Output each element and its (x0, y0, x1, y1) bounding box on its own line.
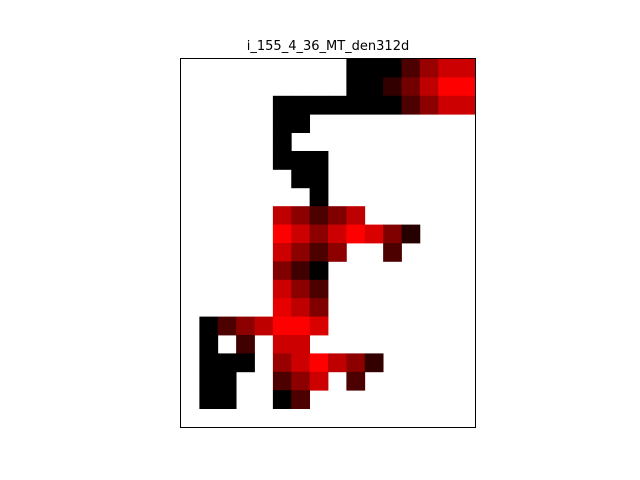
heatmap-cell (309, 353, 329, 373)
heatmap-cell (291, 206, 311, 225)
heatmap-cell (291, 298, 311, 317)
heatmap-cell (456, 59, 476, 78)
heatmap-cell (309, 151, 329, 170)
heatmap-cell (291, 316, 311, 336)
heatmap-cell (199, 390, 219, 409)
heatmap-cell (346, 59, 366, 78)
heatmap-cell (291, 114, 311, 133)
heatmap-cell (346, 95, 366, 115)
heatmap-cell (309, 187, 329, 207)
heatmap-cell (272, 151, 292, 170)
heatmap-cell (199, 371, 219, 391)
heatmap-cell (309, 279, 329, 299)
heatmap-cell (346, 353, 366, 373)
heatmap-cell (272, 390, 292, 409)
heatmap-cell (309, 224, 329, 244)
heatmap-cell (364, 77, 384, 97)
heatmap-cell (272, 335, 292, 354)
heatmap-cell (383, 59, 402, 78)
heatmap-cell (272, 206, 292, 225)
heatmap-cell (291, 371, 311, 391)
heatmap-cell (309, 316, 329, 336)
heatmap-cell (419, 77, 439, 97)
heatmap-cell (291, 95, 311, 115)
heatmap-cell (328, 353, 347, 373)
heatmap-cell (383, 224, 402, 244)
plot-frame (180, 58, 476, 428)
heatmap-cell (272, 261, 292, 281)
heatmap-cell (328, 224, 347, 244)
heatmap-cell (272, 243, 292, 262)
heatmap-cell (401, 59, 421, 78)
heatmap-cell (254, 316, 274, 336)
heatmap-cell (236, 353, 255, 373)
heatmap-cell (236, 335, 255, 354)
heatmap-cell (199, 316, 219, 336)
heatmap-cell (328, 243, 347, 262)
heatmap-cell (328, 206, 347, 225)
heatmap-cell (383, 243, 402, 262)
heatmap-cell (272, 353, 292, 373)
heatmap-cell (346, 77, 366, 97)
heatmap-cell (401, 95, 421, 115)
heatmap-cell (272, 224, 292, 244)
heatmap-cell (419, 59, 439, 78)
chart-title: i_155_4_36_MT_den312d (247, 39, 409, 54)
heatmap-cell (272, 95, 292, 115)
heatmap-cell (309, 298, 329, 317)
heatmap-cell (272, 316, 292, 336)
heatmap-cell (401, 224, 421, 244)
heatmap-cell (364, 353, 384, 373)
heatmap-cell (456, 77, 476, 97)
heatmap-cell (309, 206, 329, 225)
heatmap-cell (217, 353, 237, 373)
heatmap-cell (217, 371, 237, 391)
heatmap-cell (456, 95, 476, 115)
heatmap-cell (291, 279, 311, 299)
heatmap-cell (291, 243, 311, 262)
heatmap-cell (291, 169, 311, 189)
heatmap-cell (309, 243, 329, 262)
heatmap-cell (419, 95, 439, 115)
heatmap-cell (217, 390, 237, 409)
heatmap-cell (236, 316, 255, 336)
heatmap-cell (328, 95, 347, 115)
heatmap-cell (199, 335, 219, 354)
heatmap-cell (364, 59, 384, 78)
heatmap-cell (309, 261, 329, 281)
heatmap-cell (309, 169, 329, 189)
heatmap-cell (291, 261, 311, 281)
heatmap-cell (291, 224, 311, 244)
heatmap-cell (309, 371, 329, 391)
heatmap-cell (272, 298, 292, 317)
heatmap-cell (346, 206, 366, 225)
heatmap-cells (199, 59, 476, 409)
heatmap-cell (291, 335, 311, 354)
heatmap-cell (291, 390, 311, 409)
heatmap-cell (438, 77, 458, 97)
heatmap-cell (383, 95, 402, 115)
heatmap-cell (272, 114, 292, 133)
heatmap-cell (291, 353, 311, 373)
heatmap-cell (291, 151, 311, 170)
heatmap-cell (438, 59, 458, 78)
heatmap-cell (199, 353, 219, 373)
heatmap-cell (401, 77, 421, 97)
heatmap-cell (217, 316, 237, 336)
heatmap-cell (364, 95, 384, 115)
heatmap-cell (309, 95, 329, 115)
heatmap-cell (346, 371, 366, 391)
heatmap-cell (438, 95, 458, 115)
heatmap-cell (364, 224, 384, 244)
heatmap-cell (272, 132, 292, 152)
heatmap-cell (346, 224, 366, 244)
heatmap-cell (272, 371, 292, 391)
heatmap-cell (383, 77, 402, 97)
heatmap-cell (272, 279, 292, 299)
